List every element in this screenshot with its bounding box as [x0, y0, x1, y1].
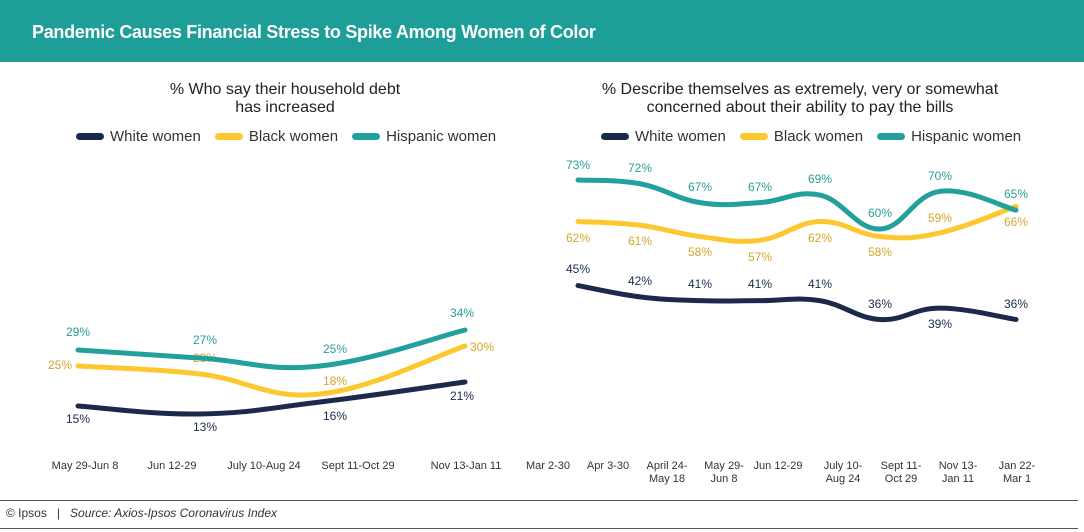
x-tick-label: Apr 3-30 [587, 460, 629, 472]
x-tick-label: July 10- [824, 460, 863, 472]
x-tick-label: Jun 12-29 [148, 460, 197, 472]
data-label-black: 58% [868, 245, 892, 259]
line-white-women [75, 379, 468, 417]
data-label-black: 59% [928, 211, 952, 225]
x-tick-label: Nov 13- [939, 460, 978, 472]
x-tick-label: Sept 11-Oct 29 [321, 460, 394, 472]
data-label-hispanic: 29% [66, 325, 90, 339]
x-tick-label: Oct 29 [885, 473, 917, 485]
right-chart-title-line: % Describe themselves as extremely, very… [601, 81, 999, 98]
right-legend: White women Black women Hispanic women [601, 128, 1021, 145]
legend-item-black: Black women [214, 128, 338, 145]
x-tick-label: May 29- [704, 460, 744, 472]
legend-item-black: Black women [739, 128, 863, 145]
data-label-hispanic: 25% [323, 342, 347, 356]
data-label-hispanic: 70% [928, 169, 952, 183]
left-chart-title-line: % Who say their household debt [169, 81, 401, 98]
legend-item-hispanic: Hispanic women [352, 128, 496, 145]
x-tick-label: Sept 11- [881, 460, 922, 472]
copyright: © Ipsos [6, 506, 47, 520]
data-label-black: 58% [688, 245, 712, 259]
legend-item-white: White women [76, 128, 201, 145]
footer-divider [0, 500, 1078, 501]
data-label-hispanic: 69% [808, 172, 832, 186]
legend-item-hispanic: Hispanic women [877, 128, 1021, 145]
data-label-hispanic: 73% [566, 158, 590, 172]
data-label-hispanic: 65% [1004, 187, 1028, 201]
line-black-women [575, 203, 1019, 244]
data-label-hispanic: 67% [688, 180, 712, 194]
right-chart-title: % Describe themselves as extremely, very… [560, 81, 1040, 117]
data-label-black: 62% [808, 231, 832, 245]
x-tick-label: Mar 2-30 [526, 460, 570, 472]
x-tick-label: April 24- [647, 460, 688, 472]
x-tick-label: Jan 11 [942, 473, 974, 485]
data-label-white: 41% [688, 277, 712, 291]
data-label-black: 61% [628, 234, 652, 248]
data-label-hispanic: 34% [450, 306, 474, 320]
data-label-white: 45% [566, 262, 590, 276]
line-hispanic-women [75, 327, 468, 371]
data-label-hispanic: 72% [628, 161, 652, 175]
data-label-black: 18% [323, 374, 347, 388]
data-label-black: 57% [748, 250, 772, 264]
left-chart-title-line: has increased [235, 99, 335, 116]
data-label-black: 62% [566, 231, 590, 245]
data-label-white: 36% [1004, 297, 1028, 311]
line-black-women [75, 343, 468, 398]
data-label-white: 21% [450, 389, 474, 403]
data-label-white: 42% [628, 274, 652, 288]
data-label-white: 39% [928, 317, 952, 331]
x-tick-label: Nov 13-Jan 11 [431, 460, 502, 472]
left-legend: White women Black women Hispanic women [76, 128, 496, 145]
data-label-white: 13% [193, 420, 217, 434]
page-title: Pandemic Causes Financial Stress to Spik… [32, 22, 596, 42]
right-chart-title-line: concerned about their ability to pay the… [646, 99, 954, 116]
x-tick-label: July 10-Aug 24 [227, 460, 300, 472]
x-tick-label: Jun 8 [711, 473, 738, 485]
data-label-hispanic: 60% [868, 206, 892, 220]
separator: | [56, 506, 60, 520]
left-chart-title: % Who say their household debt has incre… [120, 81, 450, 117]
data-label-black: 25% [48, 358, 72, 372]
data-label-hispanic: 67% [748, 180, 772, 194]
x-tick-label: Jan 22- [999, 460, 1036, 472]
footer-divider [0, 528, 1078, 529]
line-white-women [575, 283, 1019, 322]
data-label-white: 15% [66, 412, 90, 426]
data-label-white: 36% [868, 297, 892, 311]
data-label-white: 41% [808, 277, 832, 291]
data-label-white: 16% [323, 409, 347, 423]
data-label-hispanic: 27% [193, 333, 217, 347]
x-tick-label: May 29-Jun 8 [52, 460, 119, 472]
x-tick-label: Mar 1 [1003, 473, 1031, 485]
line-hispanic-women [575, 177, 1019, 232]
x-tick-label: Jun 12-29 [754, 460, 803, 472]
x-tick-label: May 18 [649, 473, 685, 485]
x-tick-label: Aug 24 [826, 473, 861, 485]
footer: © Ipsos | Source: Axios-Ipsos Coronaviru… [6, 506, 277, 520]
legend-item-white: White women [601, 128, 726, 145]
source-note: Source: Axios-Ipsos Coronavirus Index [70, 506, 277, 520]
data-label-black: 66% [1004, 215, 1028, 229]
data-label-white: 41% [748, 277, 772, 291]
data-label-black: 30% [470, 340, 494, 354]
title-banner: Pandemic Causes Financial Stress to Spik… [0, 0, 1084, 62]
